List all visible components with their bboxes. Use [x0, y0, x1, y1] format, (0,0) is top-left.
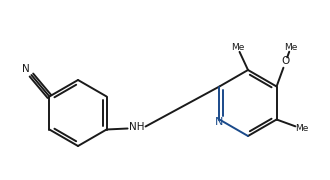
Text: O: O — [282, 56, 290, 66]
Text: Me: Me — [295, 124, 309, 133]
Text: N: N — [22, 64, 29, 75]
Text: NH: NH — [129, 123, 144, 132]
Text: N: N — [215, 116, 224, 127]
Text: Me: Me — [284, 44, 297, 53]
Text: Me: Me — [231, 43, 244, 52]
